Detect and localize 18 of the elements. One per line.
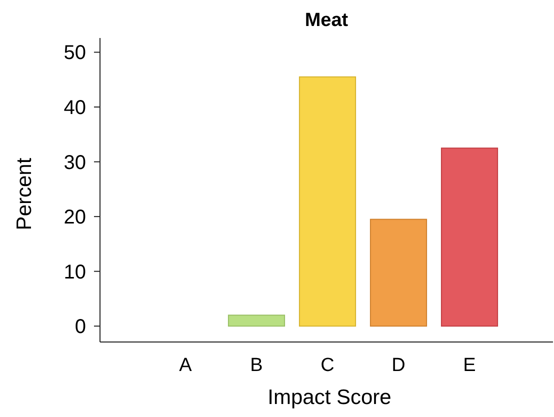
- y-tick-label: 0: [74, 316, 86, 338]
- chart-title: Meat: [304, 10, 349, 31]
- bar: [440, 148, 498, 327]
- bar: [298, 76, 356, 327]
- x-tick-label: C: [320, 355, 334, 376]
- x-tick-label: D: [392, 355, 406, 376]
- y-tick-label: 50: [64, 42, 86, 64]
- x-tick-label: B: [250, 355, 263, 376]
- x-axis-title: Impact Score: [268, 386, 392, 409]
- y-tick-label: 30: [64, 152, 86, 174]
- y-axis-title: Percent: [13, 158, 36, 230]
- x-tick-label: E: [463, 355, 476, 376]
- y-tick-label: 20: [64, 206, 86, 229]
- bar: [228, 314, 286, 327]
- y-tick-label: 40: [64, 97, 86, 120]
- y-tick-label: 10: [64, 261, 86, 284]
- bar: [370, 218, 428, 327]
- x-tick-label: A: [179, 355, 192, 376]
